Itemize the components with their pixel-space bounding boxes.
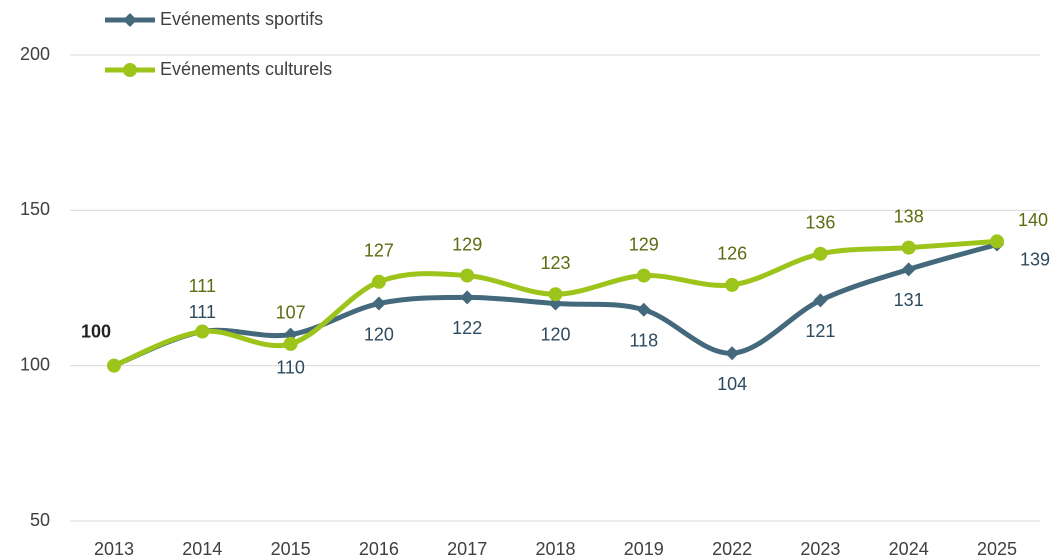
x-tick-label: 2017 [447, 539, 487, 559]
data-label: 138 [894, 206, 924, 226]
marker [636, 268, 651, 283]
marker [725, 277, 740, 292]
marker [107, 358, 121, 373]
x-tick-label: 2022 [712, 539, 752, 559]
marker [283, 336, 298, 351]
y-tick-label: 150 [20, 199, 50, 219]
data-label: 126 [717, 244, 747, 264]
marker [901, 240, 916, 255]
legend-marker [123, 13, 137, 27]
data-label: 100 [81, 321, 111, 341]
x-tick-label: 2018 [535, 539, 575, 559]
data-label: 129 [452, 234, 482, 254]
marker [371, 296, 386, 311]
marker [460, 290, 475, 305]
data-label: 111 [189, 276, 216, 296]
data-label: 139 [1020, 249, 1050, 269]
marker [990, 234, 1004, 249]
y-tick-label: 200 [20, 44, 50, 64]
data-label: 140 [1018, 210, 1048, 230]
x-tick-label: 2025 [977, 539, 1017, 559]
legend-label: Evénements culturels [160, 59, 332, 79]
legend-marker [123, 63, 137, 77]
marker [901, 262, 916, 277]
data-label: 121 [805, 321, 835, 341]
data-label: 104 [717, 374, 747, 394]
x-tick-label: 2019 [624, 539, 664, 559]
x-tick-label: 2013 [94, 539, 134, 559]
x-tick-label: 2023 [800, 539, 840, 559]
x-tick-label: 2015 [271, 539, 311, 559]
y-tick-label: 50 [30, 510, 50, 530]
data-label: 120 [364, 324, 394, 344]
data-label: 107 [276, 303, 306, 323]
data-label: 136 [805, 213, 835, 233]
marker [725, 346, 740, 361]
data-label: 131 [894, 290, 924, 310]
marker [813, 293, 828, 308]
x-tick-label: 2016 [359, 539, 399, 559]
data-label: 118 [629, 330, 658, 350]
x-tick-label: 2014 [182, 539, 222, 559]
marker [813, 246, 828, 261]
marker [548, 287, 563, 302]
data-label: 127 [364, 241, 394, 261]
data-label: 122 [452, 318, 482, 338]
data-label: 120 [540, 324, 570, 344]
y-tick-label: 100 [20, 354, 50, 374]
marker [460, 268, 475, 283]
data-label: 129 [629, 234, 659, 254]
marker [195, 324, 210, 339]
data-label: 111 [189, 302, 216, 322]
legend-label: Evénements sportifs [160, 9, 323, 29]
marker [636, 302, 651, 317]
data-label: 123 [540, 253, 570, 273]
marker [371, 274, 386, 289]
x-tick-label: 2024 [889, 539, 929, 559]
data-label: 110 [276, 357, 305, 377]
